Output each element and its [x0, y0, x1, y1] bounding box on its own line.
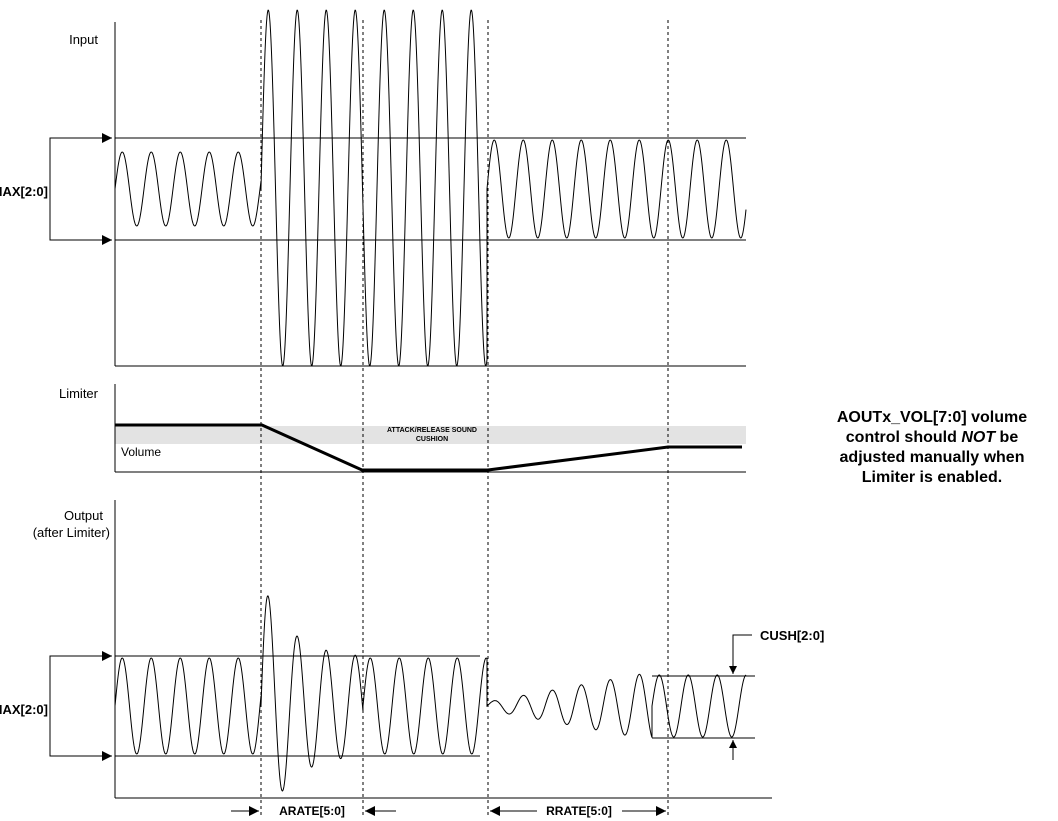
limiter-note: AOUTx_VOL[7:0] volume control should NOT…	[806, 408, 1058, 488]
rrate-marker: RRATE[5:0]	[490, 804, 666, 818]
cush-label: CUSH[2:0]	[760, 628, 824, 643]
volume-curve	[115, 423, 742, 472]
cushion-label-line1: ATTACK/RELEASE SOUND	[387, 427, 477, 434]
input-panel: Input MAX[2:0]	[0, 9, 747, 367]
note-line-2-pre: control should	[845, 429, 962, 446]
note-line-3: adjusted manually when	[839, 449, 1025, 466]
note-line-2: control should NOT be	[806, 428, 1058, 448]
cush-leader	[729, 634, 752, 674]
note-line-2-post: be	[995, 429, 1019, 446]
arate-label: ARATE[5:0]	[279, 804, 345, 818]
timing-guides	[260, 20, 669, 818]
limiter-panel: Limiter Volume ATTACK/RELEASE SOUND CUSH…	[59, 384, 746, 473]
max-output-bracket	[49, 655, 110, 757]
cushion-label-line2: CUSHION	[416, 436, 448, 443]
output-waveform	[114, 595, 747, 792]
output-label-line1: Output	[64, 508, 103, 523]
input-waveform	[114, 9, 747, 367]
note-line-1: AOUTx_VOL[7:0] volume	[836, 409, 1028, 426]
max-input-label: MAX[2:0]	[0, 184, 48, 199]
note-emphasis: NOT	[961, 429, 996, 446]
output-label-line2: (after Limiter)	[33, 525, 110, 540]
rrate-label: RRATE[5:0]	[546, 804, 612, 818]
max-output-label: MAX[2:0]	[0, 702, 48, 717]
output-panel: Output (after Limiter) MAX[2:0] CUSH[2:0…	[0, 500, 824, 799]
arate-marker: ARATE[5:0]	[231, 804, 396, 818]
limiter-label: Limiter	[59, 386, 99, 401]
max-input-bracket	[49, 137, 110, 241]
input-label: Input	[69, 32, 98, 47]
note-line-4: Limiter is enabled.	[861, 469, 1003, 486]
volume-label: Volume	[121, 445, 161, 459]
